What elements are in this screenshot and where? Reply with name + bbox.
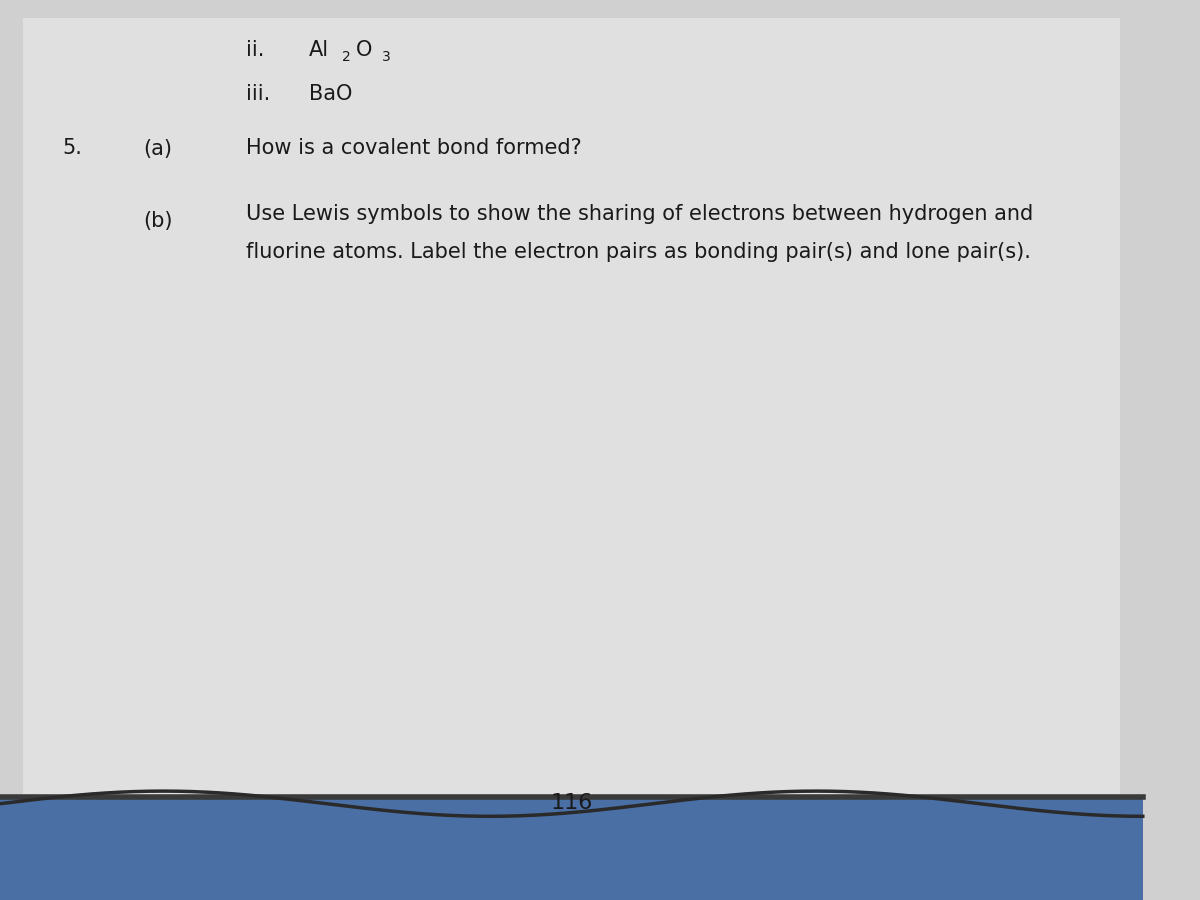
Text: (a): (a) bbox=[143, 139, 172, 158]
Text: How is a covalent bond formed?: How is a covalent bond formed? bbox=[246, 139, 582, 158]
Text: 3: 3 bbox=[382, 50, 390, 64]
Text: fluorine atoms. Label the electron pairs as bonding pair(s) and lone pair(s).: fluorine atoms. Label the electron pairs… bbox=[246, 242, 1031, 262]
Text: 5.: 5. bbox=[62, 139, 83, 158]
Text: (b): (b) bbox=[143, 211, 173, 230]
FancyBboxPatch shape bbox=[0, 796, 1142, 900]
Text: ii.: ii. bbox=[246, 40, 264, 59]
Text: 2: 2 bbox=[342, 50, 350, 64]
Text: 116: 116 bbox=[551, 793, 593, 813]
Text: Al: Al bbox=[308, 40, 329, 59]
FancyBboxPatch shape bbox=[23, 18, 1120, 810]
Text: Use Lewis symbols to show the sharing of electrons between hydrogen and: Use Lewis symbols to show the sharing of… bbox=[246, 204, 1033, 224]
Text: O: O bbox=[355, 40, 372, 59]
Text: iii.: iii. bbox=[246, 85, 270, 104]
Text: BaO: BaO bbox=[308, 85, 352, 104]
